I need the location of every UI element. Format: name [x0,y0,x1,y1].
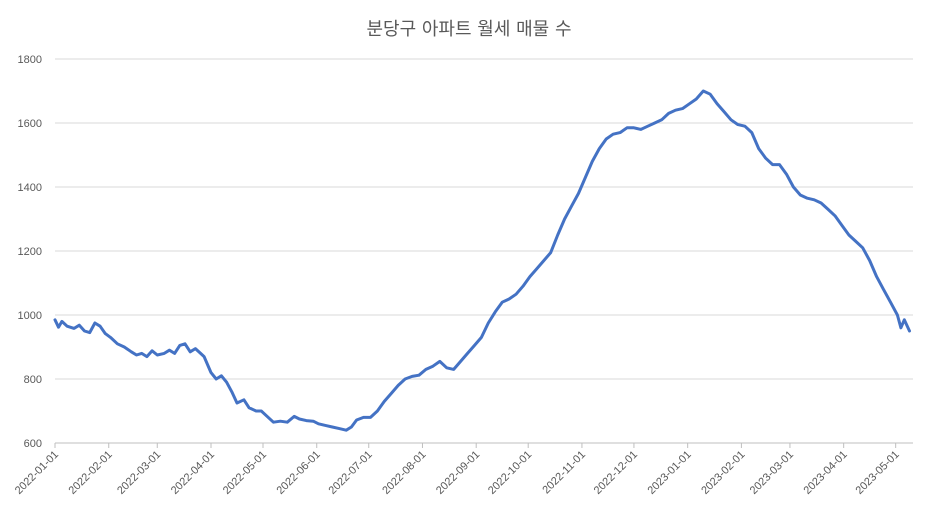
x-tick-label: 2022-12-01 [592,449,640,497]
x-tick-label: 2023-02-01 [699,449,747,497]
x-tick-label: 2022-06-01 [275,449,323,497]
x-tick-label: 2022-05-01 [221,449,269,497]
x-axis: 2022-01-01 2022-02-01 2022-03-01 2022-04-01… [13,442,913,497]
chart-title: 분당구 아파트 월세 매물 수 [366,19,571,40]
x-tick-label: 2022-01-01 [13,449,61,497]
y-tick-label: 600 [24,438,42,450]
x-tick-label: 2022-04-01 [169,449,217,497]
x-tick-label: 2023-05-01 [854,449,902,497]
x-tick-label: 2022-11-01 [540,449,588,497]
x-tick-label: 2023-04-01 [802,449,850,497]
x-tick-label: 2023-01-01 [646,449,694,497]
y-tick-label: 1200 [18,246,42,258]
gridlines [55,58,913,380]
y-axis-ticks: 600 800 1000 1200 1400 1600 1800 [18,54,42,450]
y-tick-label: 1800 [18,54,42,66]
x-tick-label: 2022-10-01 [486,449,534,497]
y-tick-label: 1600 [18,118,42,130]
series-group [53,89,911,432]
x-tick-label: 2022-09-01 [434,449,482,497]
x-tick-label: 2022-07-01 [327,449,375,497]
y-tick-label: 800 [24,374,42,386]
y-tick-label: 1400 [18,182,42,194]
x-tick-label: 2022-08-01 [380,449,428,497]
x-tick-label: 2022-02-01 [67,449,115,497]
y-tick-label: 1000 [18,310,42,322]
x-tick-label: 2023-03-01 [748,449,796,497]
series-line [53,89,911,432]
x-tick-label: 2022-03-01 [115,449,163,497]
